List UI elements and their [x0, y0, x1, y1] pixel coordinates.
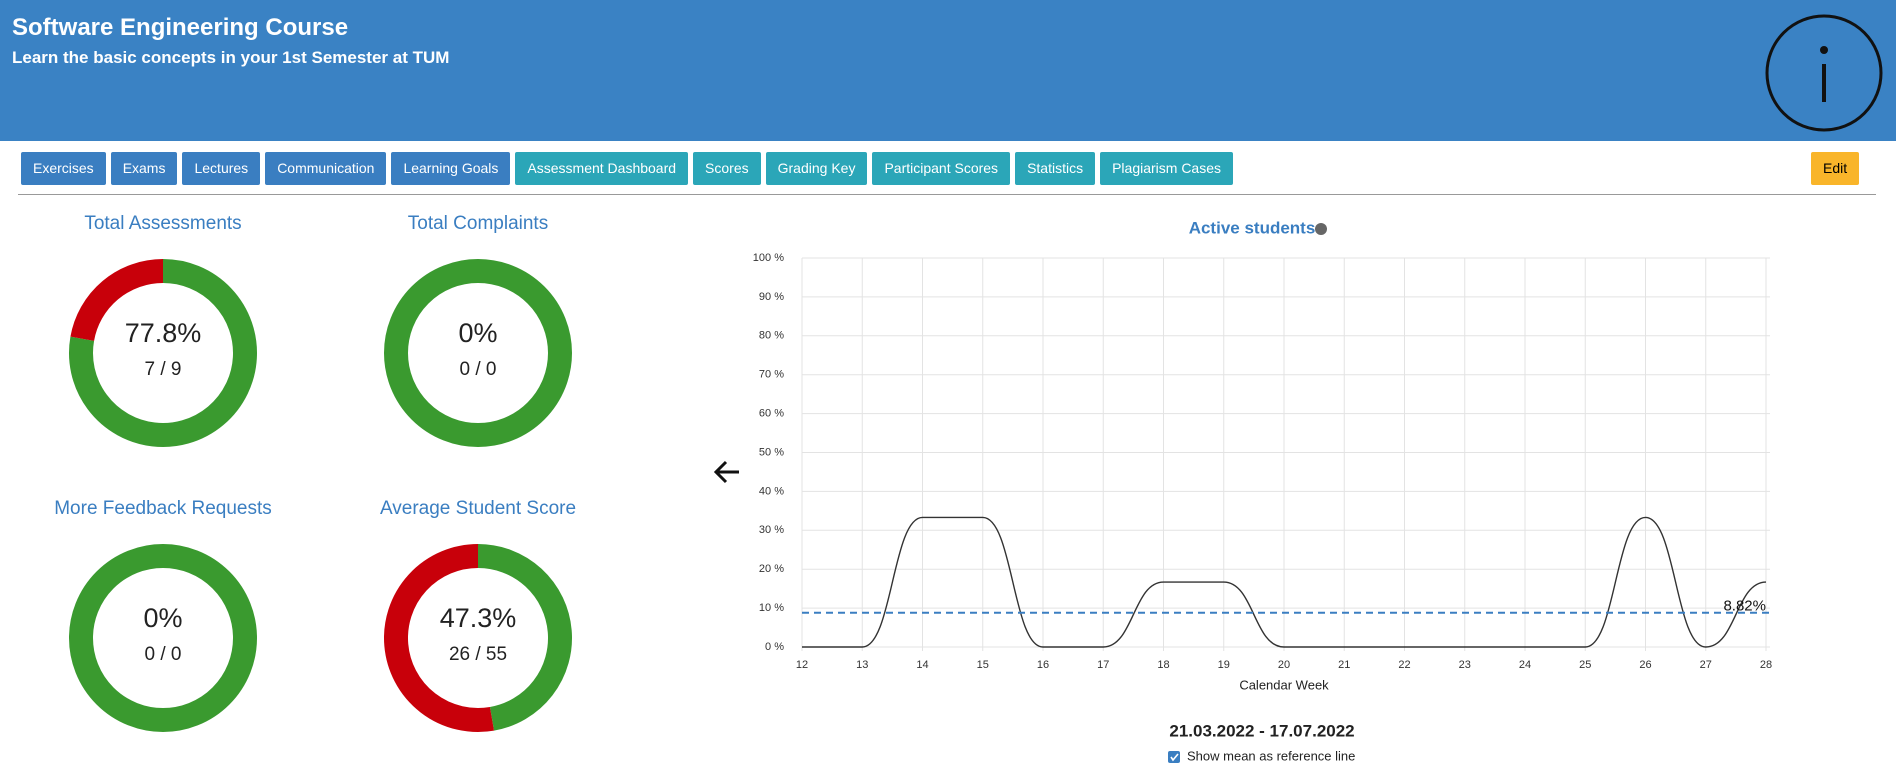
x-tick-label: 20 — [1278, 659, 1290, 671]
donut-title: More Feedback Requests — [54, 498, 272, 519]
donut-percent: 0% — [143, 603, 182, 633]
donut-segment — [477, 544, 572, 731]
nav-button[interactable]: Assessment Dashboard — [515, 152, 689, 185]
x-tick-label: 28 — [1760, 659, 1772, 671]
y-tick-label: 10 % — [759, 602, 784, 614]
x-tick-label: 22 — [1398, 659, 1410, 671]
x-tick-label: 12 — [796, 659, 808, 671]
y-tick-label: 100 % — [753, 252, 784, 264]
header: Software Engineering Course Learn the ba… — [0, 0, 1896, 141]
x-tick-label: 21 — [1338, 659, 1350, 671]
nav-button[interactable]: Exercises — [21, 152, 106, 185]
nav-button[interactable]: Scores — [693, 152, 761, 185]
x-tick-label: 19 — [1218, 659, 1230, 671]
donut-segment — [69, 544, 257, 732]
x-tick-label: 27 — [1700, 659, 1712, 671]
help-icon[interactable] — [1315, 223, 1327, 235]
nav-button[interactable]: Plagiarism Cases — [1100, 152, 1234, 185]
x-tick-label: 24 — [1519, 659, 1531, 671]
y-tick-label: 70 % — [759, 369, 784, 381]
date-range: 21.03.2022 - 17.07.2022 — [1169, 721, 1354, 740]
donut-segment — [70, 259, 164, 342]
nav-button[interactable]: Communication — [265, 152, 387, 185]
x-tick-label: 16 — [1037, 659, 1049, 671]
edit-button[interactable]: Edit — [1811, 152, 1860, 185]
y-tick-label: 50 % — [759, 446, 784, 458]
checkbox[interactable] — [1168, 751, 1180, 763]
line-series — [802, 516, 1767, 648]
donut-percent: 0% — [458, 318, 497, 348]
donut-title: Average Student Score — [380, 498, 576, 519]
chart-title: Active students — [1189, 218, 1316, 237]
checkmark — [1170, 753, 1179, 762]
donut-segment — [69, 259, 257, 447]
nav-button[interactable]: Statistics — [1015, 152, 1096, 185]
mean-label: 8.82% — [1723, 598, 1766, 615]
nav-button[interactable]: Participant Scores — [872, 152, 1011, 185]
checkbox-label: Show mean as reference line — [1187, 748, 1355, 763]
course-subtitle: Learn the basic concepts in your 1st Sem… — [12, 48, 450, 67]
nav-bar: Exercises Exams Lectures Communication Learn… — [21, 152, 1234, 185]
y-tick-label: 90 % — [759, 291, 784, 303]
donut-fraction: 7 / 9 — [145, 359, 182, 380]
nav-button[interactable]: Grading Key — [765, 152, 868, 185]
donut-fraction: 0 / 0 — [460, 359, 497, 380]
donut-title: Total Complaints — [408, 213, 548, 234]
x-tick-label: 25 — [1579, 659, 1591, 671]
nav-button[interactable]: Learning Goals — [391, 152, 511, 185]
donut-fraction: 0 / 0 — [145, 644, 182, 665]
x-tick-label: 15 — [977, 659, 989, 671]
x-tick-label: 17 — [1097, 659, 1109, 671]
donut-segment — [384, 259, 572, 447]
y-tick-label: 80 % — [759, 330, 784, 342]
y-tick-label: 0 % — [765, 641, 784, 653]
info-icon[interactable] — [1754, 0, 1894, 141]
x-tick-label: 26 — [1639, 659, 1651, 671]
nav-button[interactable]: Exams — [110, 152, 178, 185]
x-tick-label: 18 — [1157, 659, 1169, 671]
y-tick-label: 20 % — [759, 563, 784, 575]
x-tick-label: 23 — [1459, 659, 1471, 671]
x-tick-label: 13 — [856, 659, 868, 671]
back-arrow[interactable] — [713, 460, 739, 484]
course-title: Software Engineering Course — [12, 14, 349, 41]
donut-segment — [384, 544, 495, 732]
y-tick-label: 40 % — [759, 485, 784, 497]
divider — [18, 194, 1876, 195]
x-tick-label: 14 — [916, 659, 928, 671]
donut-percent: 77.8% — [125, 318, 202, 348]
y-tick-label: 60 % — [759, 408, 784, 420]
donut-fraction: 26 / 55 — [449, 644, 507, 665]
x-axis-label: Calendar Week — [1239, 677, 1329, 692]
donut-percent: 47.3% — [440, 603, 517, 633]
nav-button[interactable]: Lectures — [182, 152, 261, 185]
y-tick-label: 30 % — [759, 524, 784, 536]
donut-title: Total Assessments — [84, 213, 241, 234]
